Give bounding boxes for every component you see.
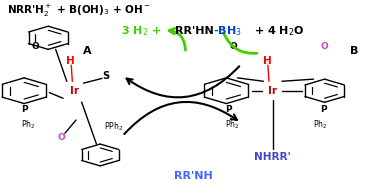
Text: B: B [350, 46, 358, 56]
Text: 3 H$_2$ +: 3 H$_2$ + [121, 24, 161, 38]
Text: NRR'H$_2^+$ + B(OH)$_3$ + OH$^-$: NRR'H$_2^+$ + B(OH)$_3$ + OH$^-$ [7, 3, 151, 19]
Text: Ph$_2$: Ph$_2$ [313, 119, 327, 131]
Text: O: O [229, 42, 237, 51]
Text: O: O [321, 42, 328, 51]
Text: Ph$_2$: Ph$_2$ [21, 119, 35, 131]
Text: O: O [32, 42, 39, 51]
Text: Ph$_2$: Ph$_2$ [226, 119, 240, 131]
Text: + 4 H$_2$O: + 4 H$_2$O [254, 24, 305, 38]
Text: P: P [226, 105, 232, 114]
Text: P: P [21, 105, 27, 114]
Text: RR'HN: RR'HN [175, 26, 213, 36]
Text: H: H [263, 57, 272, 66]
Text: S: S [102, 71, 109, 81]
Text: PPh$_2$: PPh$_2$ [104, 120, 123, 133]
Text: Ir: Ir [268, 86, 277, 96]
Text: P: P [321, 105, 327, 114]
Text: O: O [58, 133, 65, 143]
Text: Ir: Ir [70, 86, 79, 96]
Text: RR'NH: RR'NH [174, 171, 212, 181]
Text: H: H [66, 57, 75, 66]
Text: NHRR': NHRR' [254, 152, 291, 162]
Text: A: A [83, 46, 92, 56]
Text: -BH$_3$: -BH$_3$ [213, 24, 242, 38]
